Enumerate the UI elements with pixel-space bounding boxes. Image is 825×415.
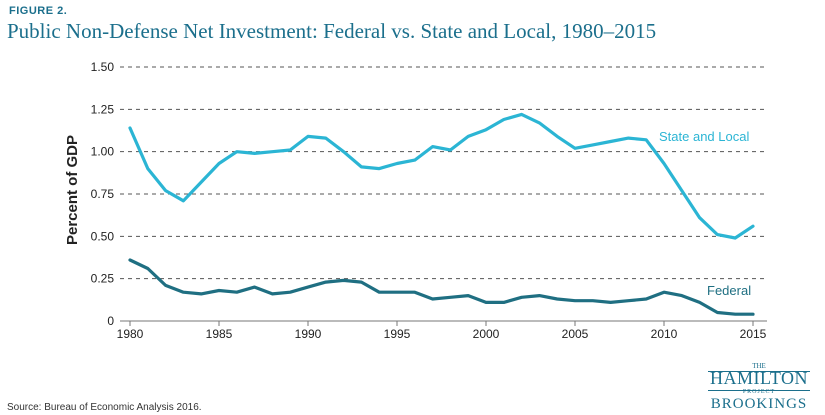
chart-title: Public Non-Defense Net Investment: Feder… <box>7 19 657 43</box>
y-axis-label: Percent of GDP <box>64 135 81 245</box>
logo-hamilton: HAMILTON <box>709 368 808 388</box>
x-tick-label: 2015 <box>740 327 767 341</box>
y-tick-label: 0.25 <box>91 272 115 286</box>
grid-layer <box>120 66 767 326</box>
y-tick-label: 1.25 <box>91 102 115 116</box>
logo-rule-top <box>708 371 810 372</box>
y-tick-label: 0 <box>107 314 114 328</box>
y-tick-label: 0.75 <box>91 187 115 201</box>
x-tick-label: 1985 <box>206 327 233 341</box>
series-label-state-and-local: State and Local <box>659 129 749 144</box>
x-tick-label: 1995 <box>384 327 411 341</box>
series-line-federal <box>128 258 755 316</box>
logo-project: PROJECT <box>742 389 776 395</box>
hamilton-project-brookings-logo: THE HAMILTON PROJECT BROOKINGS <box>700 362 818 414</box>
logo-the: THE <box>752 362 766 370</box>
logo-brookings: BROOKINGS <box>710 396 808 412</box>
series-label-layer: State and Local Federal <box>659 129 751 298</box>
x-tick-label: 2000 <box>473 327 500 341</box>
x-tick-label: 2010 <box>651 327 678 341</box>
series-label-federal: Federal <box>707 283 751 298</box>
source-note: Source: Bureau of Economic Analysis 2016… <box>7 402 202 413</box>
x-tick-label: 2005 <box>562 327 589 341</box>
x-tick-label: 1990 <box>295 327 322 341</box>
y-tick-label: 1.00 <box>91 145 115 159</box>
series-line-state-and-local <box>128 112 755 240</box>
tick-label-layer: 0 0.25 0.50 0.75 1.00 1.25 1.50 1980 1985 1990 199… <box>91 60 767 341</box>
y-tick-label: 0.50 <box>91 229 115 243</box>
logo-rule-bottom <box>708 390 810 391</box>
x-tick-label: 1980 <box>117 327 144 341</box>
series-layer <box>128 112 755 316</box>
figure-label: FIGURE 2. <box>9 5 68 17</box>
y-tick-label: 1.50 <box>91 60 115 74</box>
